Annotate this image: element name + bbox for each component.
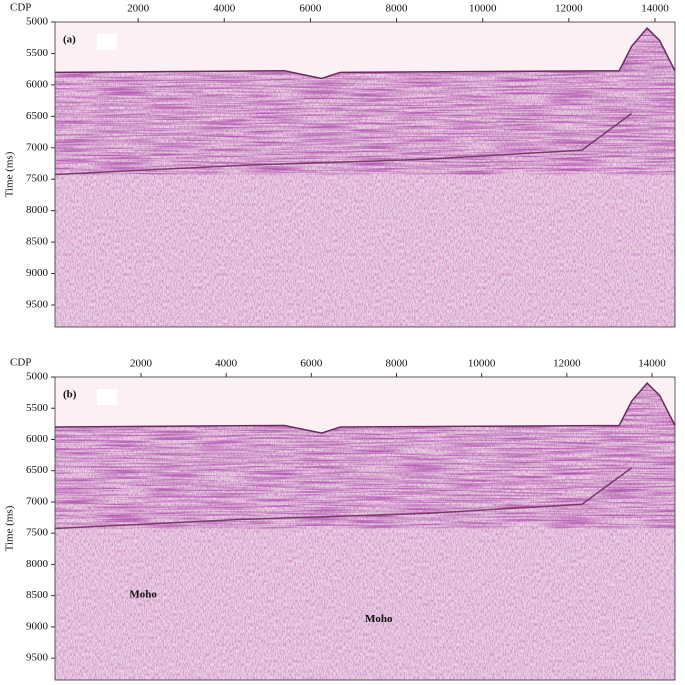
water-column: [55, 377, 675, 434]
y-tick-label: 5000: [26, 16, 49, 28]
y-tick-label: 5500: [26, 402, 49, 414]
y-tick-label: 5000: [26, 371, 49, 383]
y-tick-label: 6500: [26, 110, 49, 122]
panel-label: (a): [63, 34, 76, 46]
annotation: Moho: [365, 613, 393, 625]
basement: [54, 112, 633, 176]
x-tick-label: 10000: [468, 358, 496, 370]
sediment-layers: [55, 28, 675, 175]
y-axis-label: Time (ms): [4, 151, 16, 197]
panel-label: (b): [63, 389, 77, 401]
label-box: [97, 389, 117, 405]
y-tick-label: 7500: [26, 173, 49, 185]
x-tick-label: 4000: [215, 358, 238, 370]
x-tick-label: 6000: [299, 3, 322, 15]
y-tick-label: 6000: [26, 78, 49, 90]
x-tick-label: 12000: [555, 3, 583, 15]
x-tick-label: 10000: [469, 3, 497, 15]
y-axis-label: Time (ms): [4, 505, 16, 551]
y-tick-label: 8000: [26, 204, 49, 216]
y-tick-label: 9500: [26, 299, 49, 311]
x-tick-label: 2000: [127, 3, 150, 15]
y-tick-label: 9000: [26, 267, 49, 279]
x-tick-label: 6000: [300, 358, 323, 370]
x-tick-label: 4000: [213, 3, 236, 15]
sediment-layers: [55, 383, 675, 529]
x-tick-label: 8000: [386, 3, 409, 15]
x-tick-label: 2000: [130, 358, 153, 370]
x-tick-label: 14000: [641, 3, 669, 15]
y-tick-label: 9000: [26, 620, 49, 632]
y-tick-label: 8500: [26, 236, 49, 248]
x-tick-label: 14000: [638, 358, 666, 370]
y-tick-label: 6000: [26, 433, 49, 445]
annotation: Moho: [129, 589, 157, 601]
frame: [54, 376, 676, 681]
label-box: [97, 34, 117, 50]
seafloor: [54, 381, 676, 434]
y-tick-label: 7500: [26, 527, 49, 539]
y-tick-label: 7000: [26, 141, 49, 153]
y-tick-label: 5500: [26, 47, 49, 59]
y-tick-label: 8000: [26, 558, 49, 570]
seafloor: [54, 26, 676, 80]
x-tick-label: 12000: [553, 358, 581, 370]
water-column: [55, 22, 675, 79]
frame: [54, 21, 676, 328]
y-tick-label: 7000: [26, 495, 49, 507]
x-tick-label: 8000: [386, 358, 409, 370]
y-tick-label: 9500: [26, 652, 49, 664]
y-tick-label: 8500: [26, 589, 49, 601]
y-tick-label: 6500: [26, 464, 49, 476]
x-axis-label: CDP: [10, 357, 31, 369]
basement: [54, 467, 633, 530]
x-axis-label: CDP: [10, 2, 31, 14]
